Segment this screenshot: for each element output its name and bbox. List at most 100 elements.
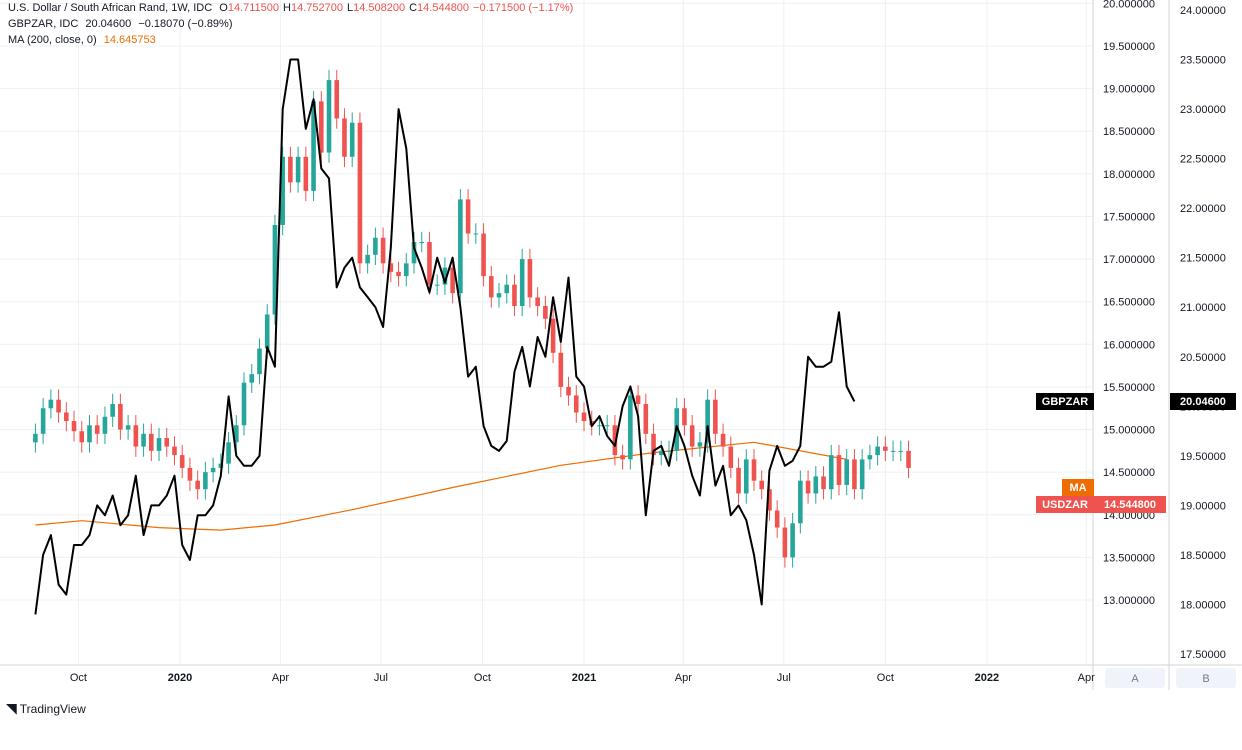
candle (141, 423, 146, 457)
candle (798, 470, 803, 534)
time-tick-label: Jul (374, 672, 388, 684)
candle (604, 415, 610, 436)
close-label: C (409, 2, 418, 14)
candle (713, 389, 718, 445)
candle (380, 227, 386, 274)
gbpzar-legend-value: 20.04600 (85, 18, 132, 30)
candle-body (427, 242, 432, 285)
candle-body (195, 480, 200, 490)
candle (257, 338, 262, 385)
time-tick-label: Oct (70, 672, 87, 684)
candle (226, 432, 231, 474)
candle (643, 393, 649, 445)
candle (512, 274, 517, 317)
candle (558, 342, 564, 398)
candle (187, 457, 193, 491)
candle (318, 91, 324, 163)
candle-body (697, 442, 703, 447)
candle-body (280, 156, 285, 225)
usdzar-tick-label: 16.000000 (1103, 339, 1155, 351)
ma-legend-title: MA (200, close, 0) (8, 34, 97, 46)
candle-body (388, 263, 394, 272)
scale-button-b[interactable]: B (1176, 668, 1236, 688)
scale-button-b-label[interactable]: B (1202, 673, 1209, 685)
scale-button-b-bg[interactable] (1176, 668, 1236, 688)
candle (751, 449, 757, 491)
low-value: 14.508200 (353, 2, 406, 14)
ma-label-bg (1062, 479, 1094, 496)
candle (581, 402, 587, 432)
candle (844, 449, 850, 496)
candle (697, 432, 703, 457)
time-tick-label: Apr (1078, 672, 1095, 684)
candle (349, 112, 355, 168)
candle (334, 69, 340, 129)
candle-body (836, 455, 842, 485)
gbpzar-legend-change: −0.18070 (−0.89%) (138, 18, 233, 30)
gbpzar-price-value: 20.04600 (1180, 396, 1226, 408)
ma-legend-row[interactable]: MA (200, close, 0) 14.645753 (8, 32, 581, 48)
usdzar-legend-row[interactable]: U.S. Dollar / South African Rand, 1W, ID… (8, 0, 581, 16)
candle (496, 282, 502, 308)
candle-body (458, 199, 463, 294)
gbpzar-tick-label: 17.50000 (1180, 649, 1226, 661)
candle (71, 410, 77, 442)
close-value: 14.544800 (417, 2, 470, 14)
candle (87, 415, 92, 453)
usdzar-tick-label: 13.000000 (1103, 595, 1155, 607)
candle-body (79, 431, 85, 443)
candle (465, 189, 471, 244)
candle-body (573, 395, 579, 413)
tradingview-logo-icon: ◥ (6, 700, 17, 716)
candle-body (133, 425, 139, 447)
usdzar-series-label: USDZAR (1036, 496, 1094, 513)
candle (172, 436, 177, 466)
candle (705, 389, 710, 453)
candle (906, 440, 911, 479)
candle-body (164, 438, 170, 447)
scale-button-a[interactable]: A (1105, 668, 1165, 688)
scale-button-a-bg[interactable] (1105, 668, 1165, 688)
candle-body (774, 510, 780, 528)
usdzar-candles (33, 69, 911, 568)
candle (156, 427, 162, 462)
candle-body (682, 408, 687, 426)
candle (450, 257, 455, 304)
high-label: H (283, 2, 291, 14)
candle (125, 415, 131, 440)
candle-body (203, 472, 208, 490)
candle (79, 421, 85, 453)
candle-body (604, 425, 610, 427)
candle-body (249, 374, 255, 383)
time-axis[interactable]: Oct 2020 Apr Jul Oct 2021 Apr Jul Oct 2022 Apr (70, 672, 1095, 684)
candle (612, 415, 618, 466)
candle (743, 449, 749, 504)
candle-body (110, 403, 115, 417)
gbpzar-tick-label: 21.00000 (1180, 302, 1226, 314)
low-label: L (346, 2, 354, 14)
gbpzar-tick-label: 18.00000 (1180, 599, 1226, 611)
candle-body (821, 476, 826, 490)
gbpzar-legend-row[interactable]: GBPZAR, IDC 20.04600 −0.18070 (−0.89%) (8, 16, 581, 32)
usdzar-tick-label: 19.000000 (1103, 84, 1155, 96)
scale-button-a-label[interactable]: A (1131, 673, 1139, 685)
tradingview-brand[interactable]: ◥ TradingView (6, 700, 86, 717)
candle (280, 146, 285, 236)
candle-body (342, 118, 347, 157)
gbpzar-layer (34, 58, 856, 615)
candle-body (743, 459, 749, 494)
candle-body (365, 254, 370, 264)
candle-body (813, 476, 819, 494)
candle (720, 423, 726, 457)
candle (311, 91, 316, 202)
candle (195, 470, 200, 500)
candle-body (566, 386, 571, 396)
gbpzar-price-axis[interactable]: 24.00000 23.50000 23.00000 22.50000 22.00000… (1180, 5, 1226, 661)
usdzar-price-axis[interactable]: 20.000000 19.500000 19.000000 18.500000 18.0… (1103, 0, 1155, 607)
candle (326, 69, 332, 163)
candle (295, 146, 301, 193)
candle-body (48, 399, 54, 409)
candle (736, 457, 741, 504)
candle (875, 436, 880, 466)
